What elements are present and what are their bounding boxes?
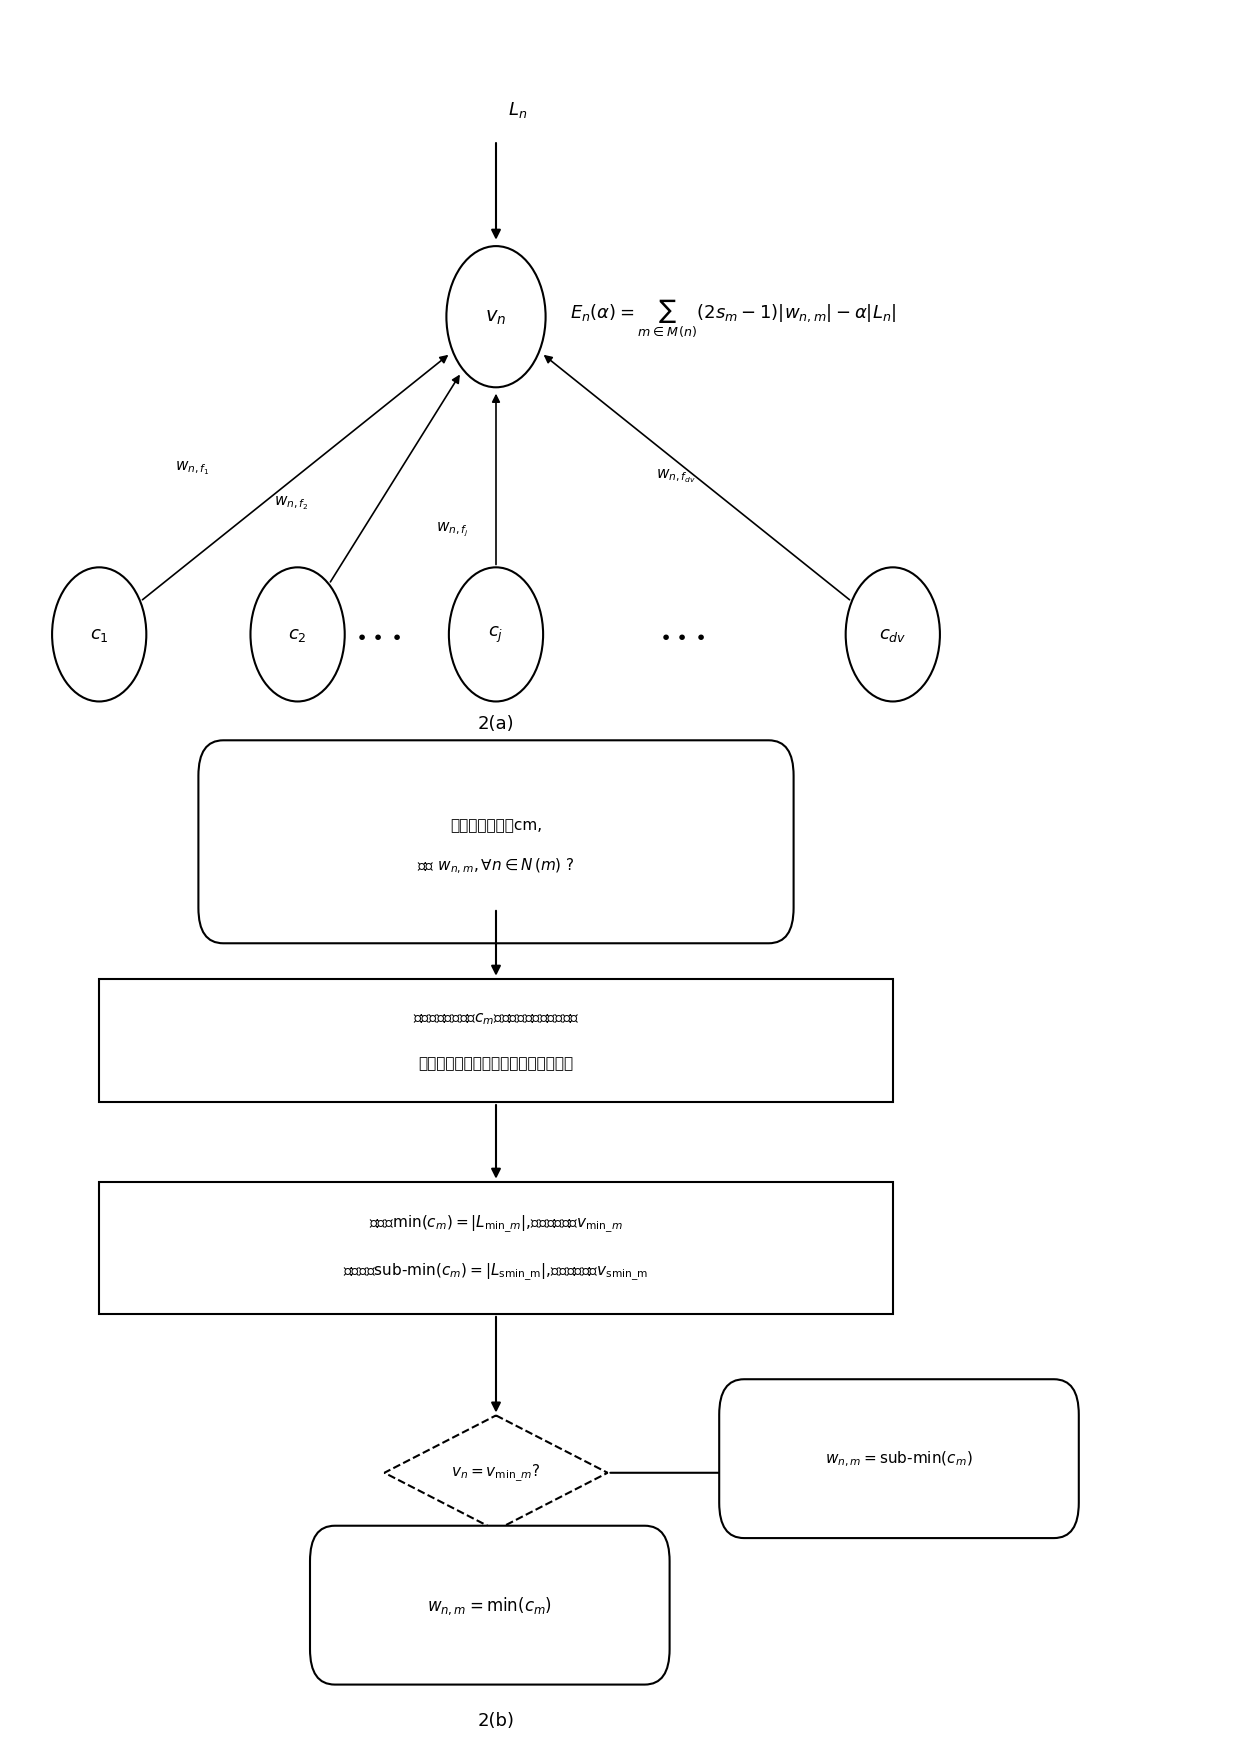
- Circle shape: [446, 247, 546, 388]
- Polygon shape: [384, 1415, 608, 1529]
- Text: $\bullet\bullet\bullet$: $\bullet\bullet\bullet$: [355, 626, 402, 644]
- Text: $w_{n,f_{dv}}$: $w_{n,f_{dv}}$: [656, 467, 696, 485]
- Text: $w_{n,f_1}$: $w_{n,f_1}$: [175, 459, 210, 476]
- Text: $v_n$: $v_n$: [485, 309, 507, 326]
- Text: 值绝对值的最小值、次最小值及其位置: 值绝对值的最小值、次最小值及其位置: [418, 1055, 574, 1071]
- Text: 找出参加校验节点$c_m$的所有变量节点的信道软: 找出参加校验节点$c_m$的所有变量节点的信道软: [413, 1011, 579, 1027]
- Text: 对某一校验节点cm,: 对某一校验节点cm,: [450, 818, 542, 833]
- FancyBboxPatch shape: [99, 1182, 893, 1314]
- FancyBboxPatch shape: [99, 979, 893, 1102]
- Circle shape: [449, 568, 543, 702]
- Text: 最小值$\min(c_m)=|L_{\min\_m}|$,变量节点位置$v_{\min\_m}$: 最小值$\min(c_m)=|L_{\min\_m}|$,变量节点位置$v_{\…: [370, 1214, 622, 1235]
- Text: 2(b): 2(b): [477, 1711, 515, 1729]
- Text: $w_{n,f_j}$: $w_{n,f_j}$: [436, 520, 469, 538]
- Text: $c_{dv}$: $c_{dv}$: [879, 626, 906, 644]
- Circle shape: [52, 568, 146, 702]
- Text: $w_{n,m}=\min(c_m)$: $w_{n,m}=\min(c_m)$: [428, 1595, 552, 1616]
- Text: $v_n=v_{\min\_m}?$: $v_n=v_{\min\_m}?$: [451, 1462, 541, 1484]
- Circle shape: [846, 568, 940, 702]
- Text: $E_n(\alpha)= \sum_{m\in M\,(n)} (2s_m-1)|w_{n,m}|-\alpha|L_n|$: $E_n(\alpha)= \sum_{m\in M\,(n)} (2s_m-1…: [570, 296, 897, 339]
- FancyBboxPatch shape: [310, 1526, 670, 1685]
- FancyBboxPatch shape: [198, 741, 794, 944]
- Text: $w_{n,m}=\mathrm{sub\text{-}min}(c_m)$: $w_{n,m}=\mathrm{sub\text{-}min}(c_m)$: [825, 1450, 973, 1468]
- Text: $c_j$: $c_j$: [489, 624, 503, 646]
- Text: $c_1$: $c_1$: [89, 626, 109, 644]
- Text: $计算\ w_{n,m},\forall n\in N\,(m)\ ?$: $计算\ w_{n,m},\forall n\in N\,(m)\ ?$: [417, 857, 575, 875]
- Circle shape: [250, 568, 345, 702]
- Text: $c_2$: $c_2$: [288, 626, 308, 644]
- FancyBboxPatch shape: [719, 1379, 1079, 1538]
- Text: $\bullet\bullet\bullet$: $\bullet\bullet\bullet$: [658, 626, 706, 644]
- Text: 次最小值$\mathrm{sub\text{-}min}(c_m)=|L_{\mathrm{smin\_m}}|$,变量节点位置$v_{\mathrm{smin: 次最小值$\mathrm{sub\text{-}min}(c_m)=|L_{\m…: [343, 1261, 649, 1282]
- Text: $w_{n,f_2}$: $w_{n,f_2}$: [274, 494, 309, 512]
- Text: 2(a): 2(a): [477, 714, 515, 732]
- Text: $L_n$: $L_n$: [508, 101, 527, 120]
